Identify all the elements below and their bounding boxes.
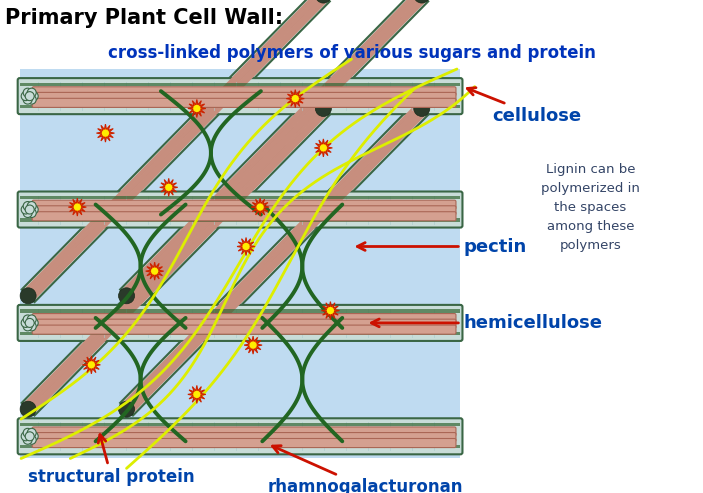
Circle shape: [21, 92, 30, 101]
Polygon shape: [82, 356, 101, 374]
FancyBboxPatch shape: [20, 309, 460, 313]
Circle shape: [23, 315, 32, 324]
FancyBboxPatch shape: [18, 418, 463, 455]
FancyBboxPatch shape: [32, 92, 456, 102]
FancyBboxPatch shape: [32, 427, 456, 436]
Text: cross-linked polymers of various sugars and protein: cross-linked polymers of various sugars …: [108, 44, 595, 62]
Polygon shape: [244, 336, 262, 354]
Circle shape: [119, 288, 134, 304]
Polygon shape: [160, 178, 178, 196]
Circle shape: [194, 391, 200, 397]
FancyBboxPatch shape: [20, 196, 460, 199]
Circle shape: [27, 202, 36, 211]
Polygon shape: [321, 302, 340, 319]
FancyBboxPatch shape: [32, 319, 456, 328]
Circle shape: [30, 318, 38, 327]
Circle shape: [23, 428, 32, 437]
Circle shape: [152, 268, 157, 274]
FancyBboxPatch shape: [32, 98, 456, 107]
Polygon shape: [146, 262, 164, 280]
Circle shape: [27, 428, 36, 437]
Text: structural protein: structural protein: [28, 435, 195, 487]
Circle shape: [250, 342, 256, 348]
Polygon shape: [22, 102, 330, 416]
Polygon shape: [314, 139, 333, 157]
Circle shape: [328, 308, 333, 314]
FancyBboxPatch shape: [18, 191, 463, 228]
Circle shape: [21, 432, 30, 441]
Circle shape: [25, 205, 34, 214]
Text: hemicellulose: hemicellulose: [371, 314, 603, 332]
Circle shape: [23, 202, 32, 211]
FancyBboxPatch shape: [32, 438, 456, 448]
Circle shape: [166, 184, 172, 190]
Circle shape: [20, 288, 36, 304]
FancyBboxPatch shape: [32, 432, 456, 442]
FancyBboxPatch shape: [32, 211, 456, 221]
Circle shape: [27, 435, 36, 444]
Bar: [20, 69, 460, 458]
FancyBboxPatch shape: [20, 332, 460, 335]
Circle shape: [23, 209, 32, 217]
Circle shape: [25, 432, 34, 441]
FancyBboxPatch shape: [20, 105, 460, 108]
Circle shape: [243, 244, 249, 249]
Circle shape: [292, 96, 298, 102]
Circle shape: [27, 322, 36, 331]
Circle shape: [316, 0, 331, 3]
Circle shape: [30, 432, 38, 441]
FancyBboxPatch shape: [18, 78, 463, 114]
Circle shape: [25, 318, 34, 327]
Circle shape: [21, 318, 30, 327]
Circle shape: [414, 101, 430, 116]
Polygon shape: [286, 90, 304, 107]
FancyBboxPatch shape: [20, 423, 460, 426]
Circle shape: [119, 401, 134, 417]
Polygon shape: [237, 238, 255, 255]
Text: cellulose: cellulose: [467, 88, 581, 125]
FancyBboxPatch shape: [20, 218, 460, 221]
Circle shape: [21, 205, 30, 214]
FancyBboxPatch shape: [20, 445, 460, 448]
Polygon shape: [188, 386, 206, 403]
Polygon shape: [188, 100, 206, 117]
FancyBboxPatch shape: [32, 314, 456, 322]
Circle shape: [27, 88, 36, 97]
Circle shape: [316, 101, 331, 116]
Polygon shape: [96, 124, 115, 142]
Circle shape: [23, 322, 32, 331]
Circle shape: [30, 92, 38, 101]
Circle shape: [103, 130, 108, 136]
Polygon shape: [22, 0, 330, 302]
Circle shape: [23, 435, 32, 444]
Circle shape: [23, 88, 32, 97]
Circle shape: [257, 204, 263, 210]
FancyBboxPatch shape: [20, 82, 460, 86]
Circle shape: [414, 0, 430, 3]
Text: Lignin can be
polymerized in
the spaces
among these
polymers: Lignin can be polymerized in the spaces …: [541, 163, 640, 251]
Circle shape: [27, 209, 36, 217]
Text: Primary Plant Cell Wall:: Primary Plant Cell Wall:: [5, 8, 283, 28]
FancyBboxPatch shape: [32, 200, 456, 209]
Circle shape: [194, 106, 200, 111]
Polygon shape: [68, 198, 86, 216]
Circle shape: [75, 204, 80, 210]
Circle shape: [27, 315, 36, 324]
FancyBboxPatch shape: [32, 325, 456, 334]
Polygon shape: [251, 198, 269, 216]
Circle shape: [20, 401, 36, 417]
Circle shape: [25, 92, 34, 101]
Text: pectin: pectin: [357, 238, 527, 255]
Circle shape: [30, 205, 38, 214]
Circle shape: [23, 95, 32, 104]
FancyBboxPatch shape: [18, 305, 463, 341]
Circle shape: [321, 145, 326, 151]
FancyBboxPatch shape: [32, 206, 456, 215]
Polygon shape: [120, 0, 428, 302]
Text: rhamnogalacturonan: rhamnogalacturonan: [267, 446, 463, 493]
FancyBboxPatch shape: [32, 87, 456, 96]
Circle shape: [89, 362, 94, 368]
Polygon shape: [120, 102, 428, 416]
Circle shape: [27, 95, 36, 104]
